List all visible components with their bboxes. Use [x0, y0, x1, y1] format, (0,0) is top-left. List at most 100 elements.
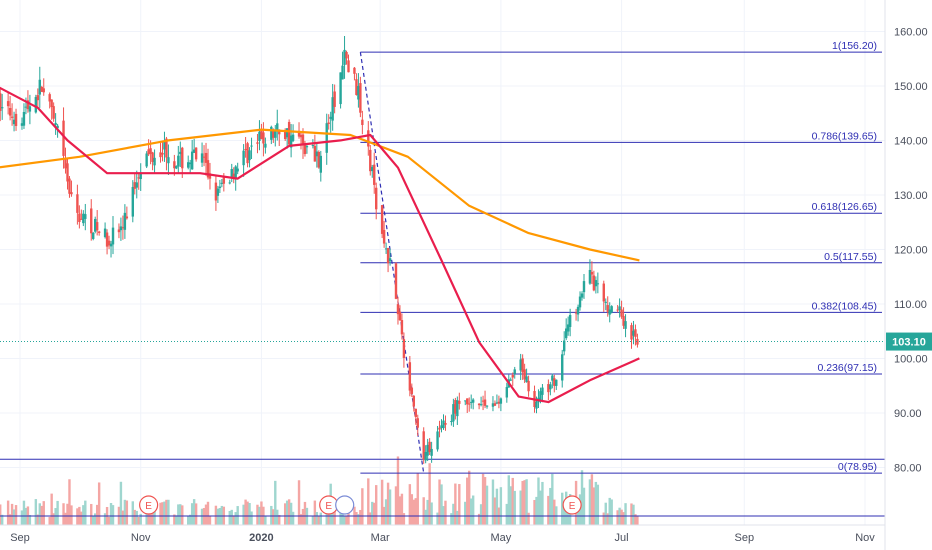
volume-bar — [596, 484, 600, 525]
volume-bar — [513, 490, 516, 525]
candle-body — [339, 72, 342, 105]
candle-body — [78, 213, 81, 223]
volume-bar — [216, 508, 220, 525]
candle-body — [84, 214, 87, 219]
candle-body — [283, 132, 287, 140]
volume-bar — [250, 511, 253, 525]
volume-bar — [248, 503, 251, 525]
volume-bar — [161, 502, 164, 525]
candle-body — [594, 280, 598, 287]
volume-bar — [333, 503, 336, 525]
candle-body — [97, 231, 101, 233]
candle-body — [119, 226, 123, 231]
fib-level-label: 1(156.20) — [832, 40, 877, 52]
candle-body — [555, 379, 558, 386]
volume-bar — [204, 504, 208, 525]
volume-bar — [630, 503, 633, 525]
volume-bar — [151, 512, 154, 525]
earnings-marker-label: E — [145, 501, 152, 512]
volume-bar — [70, 505, 73, 525]
candle-body — [137, 177, 140, 179]
fib-trend-line — [359, 52, 425, 474]
volume-bar — [256, 504, 259, 525]
candle-body — [303, 143, 307, 155]
candle-body — [566, 324, 570, 332]
candle-body — [0, 107, 4, 109]
candle-body — [604, 301, 607, 303]
volume-bar — [82, 505, 85, 525]
candle-body — [222, 177, 226, 184]
volume-bar — [541, 481, 544, 525]
candle-body — [481, 400, 485, 402]
volume-bar — [620, 509, 623, 525]
volume-bar — [373, 502, 376, 525]
time-tick-label: Jul — [615, 532, 629, 544]
candle-body — [278, 129, 281, 135]
candle-body — [287, 121, 291, 145]
fibonacci-retracement[interactable]: 1(156.20) 0.786(139.65) 0.618(126.65) 0.5(1… — [0, 40, 885, 517]
candle-body — [367, 130, 370, 147]
candle-body — [175, 166, 178, 169]
candle-body — [165, 138, 168, 158]
time-axis[interactable]: Sep Nov 2020 Mar May Jul Sep Nov — [0, 524, 885, 544]
volume-bar — [402, 513, 406, 525]
volume-bar — [264, 516, 267, 525]
volume-bar — [590, 474, 594, 525]
candle-body — [371, 166, 374, 172]
candle-body — [202, 156, 206, 158]
volume-bar — [278, 514, 281, 525]
candle-body — [153, 157, 156, 166]
volume-bar — [485, 485, 489, 525]
time-tick-label: 2020 — [249, 532, 273, 544]
candle-body — [341, 65, 344, 80]
volume-bar — [121, 510, 125, 525]
candle-body — [220, 182, 224, 184]
fib-level-label: 0.5(117.55) — [824, 251, 877, 263]
volume-bar — [92, 515, 95, 525]
volume-bar — [0, 514, 4, 525]
candle-body — [192, 149, 196, 153]
volume-bar — [440, 484, 443, 525]
candle-body — [549, 384, 552, 390]
volume-bar — [244, 499, 247, 525]
volume-bar — [549, 487, 552, 525]
candle-body — [513, 369, 516, 374]
candle-body — [357, 85, 360, 100]
candle-body — [187, 162, 190, 168]
candle-body — [485, 405, 489, 407]
candle-body — [616, 309, 619, 311]
volume-bar — [450, 513, 453, 525]
candle-body — [246, 143, 249, 164]
volume-bar — [297, 480, 301, 525]
volume-bar — [62, 503, 65, 525]
candle-body — [355, 79, 358, 95]
candle-body — [582, 281, 586, 293]
candle-body — [519, 359, 522, 371]
volume-bar — [192, 499, 196, 525]
candle-body — [218, 186, 222, 189]
candle-body — [70, 192, 73, 195]
volume-bar — [622, 512, 625, 525]
volume-bar — [285, 500, 289, 525]
candle-body — [382, 229, 386, 244]
candle-body — [402, 339, 406, 358]
volume-bar — [452, 503, 455, 525]
volume-bar — [359, 509, 362, 525]
candle-body — [0, 93, 2, 111]
volume-bar — [95, 504, 99, 525]
candle-body — [610, 306, 613, 313]
candle-body — [147, 149, 150, 155]
volume-bar — [553, 499, 556, 525]
volume-bar — [436, 512, 439, 525]
volume-bar — [466, 477, 469, 525]
candle-body — [190, 151, 194, 170]
volume-bar — [42, 501, 45, 525]
candle-body — [576, 306, 580, 315]
volume-bar — [36, 514, 40, 525]
candle-body — [250, 145, 253, 147]
candle-body — [22, 111, 26, 126]
volume-bar — [22, 500, 26, 525]
